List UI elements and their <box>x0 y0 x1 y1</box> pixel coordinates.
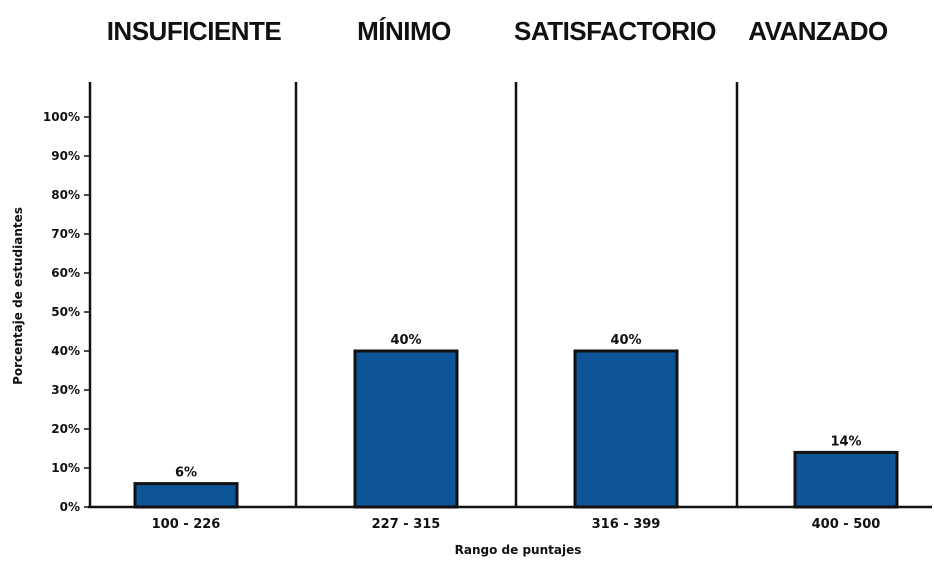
level-label: SATISFACTORIO <box>514 16 716 46</box>
y-tick-labels: 0% 10% 20% 30% 40% 50% 60% 70% 80% 90% 100% <box>43 110 90 514</box>
data-labels: 6% 40% 40% 14% <box>175 333 862 481</box>
level-separators <box>294 82 739 507</box>
data-label: 6% <box>175 466 197 481</box>
x-tick-label: 100 - 226 <box>152 517 221 532</box>
x-tick-label: 316 - 399 <box>592 517 661 532</box>
y-tick-label: 40% <box>51 344 80 358</box>
x-tick-labels: 100 - 226 227 - 315 316 - 399 400 - 500 <box>152 517 881 532</box>
y-tick-label: 70% <box>51 227 80 241</box>
y-tick-label: 10% <box>51 461 80 475</box>
x-tick-label: 400 - 500 <box>812 517 881 532</box>
data-label: 40% <box>390 333 421 348</box>
bar <box>793 450 899 509</box>
level-label: MÍNIMO <box>357 16 451 46</box>
bar <box>353 349 459 509</box>
y-tick-label: 20% <box>51 422 80 436</box>
y-tick-label: 30% <box>51 383 80 397</box>
y-axis-title: Porcentaje de estudiantes <box>11 207 25 385</box>
y-tick-label: 80% <box>51 188 80 202</box>
y-tick-label: 60% <box>51 266 80 280</box>
y-tick-label: 0% <box>60 500 80 514</box>
data-label: 14% <box>830 434 861 449</box>
y-tick-label: 100% <box>43 110 80 124</box>
y-tick-label: 50% <box>51 305 80 319</box>
level-label: AVANZADO <box>748 16 888 46</box>
y-tick-label: 90% <box>51 149 80 163</box>
bar <box>573 349 679 509</box>
bars <box>133 349 899 509</box>
bar <box>133 482 239 509</box>
data-label: 40% <box>610 333 641 348</box>
x-tick-label: 227 - 315 <box>372 517 441 532</box>
axes <box>88 82 932 509</box>
x-axis-title: Rango de puntajes <box>455 543 582 557</box>
level-label: INSUFICIENTE <box>107 16 282 46</box>
level-labels: INSUFICIENTE MÍNIMO SATISFACTORIO AVANZADO <box>107 16 889 46</box>
